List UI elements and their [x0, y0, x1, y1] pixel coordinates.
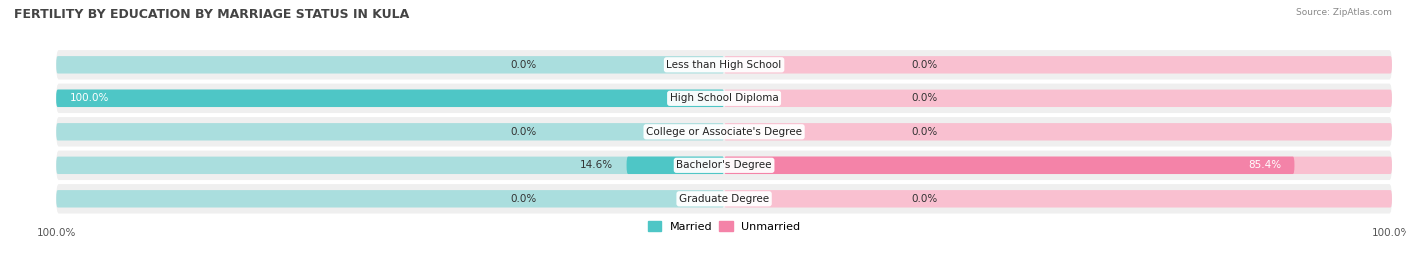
FancyBboxPatch shape: [56, 184, 1392, 214]
FancyBboxPatch shape: [56, 90, 724, 107]
FancyBboxPatch shape: [56, 190, 724, 207]
FancyBboxPatch shape: [56, 90, 724, 107]
Legend: Married, Unmarried: Married, Unmarried: [643, 217, 806, 236]
FancyBboxPatch shape: [56, 50, 1392, 80]
Text: 0.0%: 0.0%: [911, 60, 938, 70]
FancyBboxPatch shape: [56, 117, 1392, 147]
FancyBboxPatch shape: [724, 90, 1392, 107]
FancyBboxPatch shape: [724, 190, 1392, 207]
Text: 0.0%: 0.0%: [510, 60, 537, 70]
FancyBboxPatch shape: [724, 123, 1392, 140]
FancyBboxPatch shape: [724, 56, 1392, 73]
Text: 0.0%: 0.0%: [510, 127, 537, 137]
FancyBboxPatch shape: [56, 123, 724, 140]
FancyBboxPatch shape: [56, 157, 724, 174]
FancyBboxPatch shape: [56, 56, 724, 73]
FancyBboxPatch shape: [724, 157, 1392, 174]
FancyBboxPatch shape: [56, 84, 1392, 113]
Text: Less than High School: Less than High School: [666, 60, 782, 70]
Text: 0.0%: 0.0%: [911, 127, 938, 137]
Text: 0.0%: 0.0%: [911, 194, 938, 204]
FancyBboxPatch shape: [56, 151, 1392, 180]
FancyBboxPatch shape: [724, 157, 1295, 174]
Text: Source: ZipAtlas.com: Source: ZipAtlas.com: [1296, 8, 1392, 17]
Text: Bachelor's Degree: Bachelor's Degree: [676, 160, 772, 170]
Text: 14.6%: 14.6%: [581, 160, 613, 170]
Text: High School Diploma: High School Diploma: [669, 93, 779, 103]
Text: FERTILITY BY EDUCATION BY MARRIAGE STATUS IN KULA: FERTILITY BY EDUCATION BY MARRIAGE STATU…: [14, 8, 409, 21]
Text: 0.0%: 0.0%: [510, 194, 537, 204]
Text: 0.0%: 0.0%: [911, 93, 938, 103]
Text: Graduate Degree: Graduate Degree: [679, 194, 769, 204]
Text: 100.0%: 100.0%: [69, 93, 110, 103]
Text: College or Associate's Degree: College or Associate's Degree: [647, 127, 801, 137]
Text: 85.4%: 85.4%: [1249, 160, 1281, 170]
FancyBboxPatch shape: [627, 157, 724, 174]
